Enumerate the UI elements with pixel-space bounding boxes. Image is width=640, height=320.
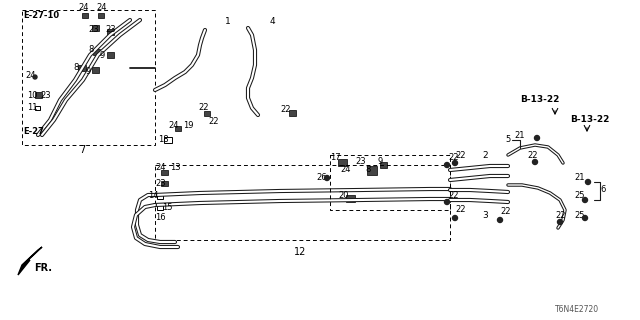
Bar: [161, 180, 168, 186]
Text: 3: 3: [482, 211, 488, 220]
Text: 21: 21: [514, 132, 525, 140]
Bar: [106, 29, 113, 35]
Text: 24: 24: [25, 70, 35, 79]
Bar: [106, 52, 113, 58]
Bar: [204, 110, 210, 116]
Text: 26: 26: [316, 173, 326, 182]
Bar: [82, 12, 88, 18]
Bar: [98, 12, 104, 18]
Bar: [78, 65, 86, 71]
Text: 11: 11: [27, 103, 38, 113]
Text: FR.: FR.: [34, 263, 52, 273]
Text: 22: 22: [448, 154, 458, 163]
Bar: [380, 162, 387, 168]
Text: 8: 8: [73, 63, 78, 73]
Text: 24: 24: [78, 4, 88, 12]
Circle shape: [586, 180, 591, 185]
Text: E-27-10: E-27-10: [23, 12, 59, 20]
Polygon shape: [18, 247, 42, 275]
Circle shape: [33, 75, 37, 79]
Text: 24: 24: [168, 122, 179, 131]
Text: 12: 12: [294, 247, 306, 257]
Circle shape: [582, 215, 588, 220]
Bar: [161, 170, 168, 174]
Text: 23: 23: [40, 91, 51, 100]
Text: 23: 23: [155, 179, 166, 188]
Bar: [35, 92, 42, 98]
Circle shape: [497, 218, 502, 222]
Text: 22: 22: [208, 117, 218, 126]
Bar: [93, 49, 99, 55]
Text: 14: 14: [148, 191, 159, 201]
Bar: [289, 110, 296, 116]
Text: B-13-22: B-13-22: [570, 116, 609, 124]
Text: 25: 25: [574, 190, 584, 199]
Bar: [92, 67, 99, 73]
Text: B-13-22: B-13-22: [520, 95, 560, 105]
Text: 16: 16: [155, 213, 166, 222]
Text: 18: 18: [158, 135, 168, 145]
Text: 13: 13: [170, 164, 180, 172]
Circle shape: [534, 135, 540, 140]
Text: 8: 8: [88, 45, 93, 54]
Text: 24: 24: [155, 164, 166, 172]
Text: 22: 22: [455, 150, 465, 159]
Text: 15: 15: [162, 203, 173, 212]
Circle shape: [445, 199, 449, 204]
Circle shape: [557, 220, 563, 225]
Text: 2: 2: [482, 150, 488, 159]
Bar: [175, 125, 181, 131]
Circle shape: [324, 175, 330, 180]
Text: 20: 20: [338, 190, 349, 199]
Text: 10: 10: [27, 91, 38, 100]
Text: 24: 24: [96, 4, 106, 12]
Text: 8: 8: [365, 165, 371, 174]
Text: 24: 24: [340, 165, 351, 174]
Text: 4: 4: [269, 18, 275, 27]
Circle shape: [532, 159, 538, 164]
Circle shape: [445, 163, 449, 167]
Text: 9: 9: [100, 51, 105, 60]
Text: 23: 23: [88, 26, 99, 35]
Circle shape: [452, 161, 458, 165]
Text: 19: 19: [183, 122, 193, 131]
Text: 22: 22: [500, 207, 511, 217]
Bar: [157, 194, 163, 198]
Bar: [157, 204, 163, 210]
Text: E-27: E-27: [23, 127, 44, 137]
Text: 22: 22: [555, 211, 566, 220]
Bar: [35, 106, 40, 110]
Text: 22: 22: [280, 106, 291, 115]
Text: 22: 22: [448, 190, 458, 199]
Text: 25: 25: [574, 211, 584, 220]
Circle shape: [452, 215, 458, 220]
Text: 22: 22: [455, 205, 465, 214]
Bar: [346, 195, 355, 202]
Text: 9: 9: [378, 157, 383, 166]
Text: 21: 21: [574, 173, 584, 182]
Text: 23: 23: [355, 157, 365, 166]
Text: 9: 9: [86, 67, 92, 76]
Bar: [367, 165, 377, 174]
Bar: [92, 25, 99, 31]
Bar: [164, 137, 172, 143]
Text: 1: 1: [225, 18, 231, 27]
Bar: [337, 158, 346, 165]
Text: 22: 22: [198, 103, 209, 113]
Text: 17: 17: [330, 154, 340, 163]
Circle shape: [582, 197, 588, 203]
Text: T6N4E2720: T6N4E2720: [555, 306, 599, 315]
Text: 7: 7: [79, 145, 85, 155]
Text: 6: 6: [600, 186, 605, 195]
Text: 22: 22: [527, 150, 538, 159]
Text: 5: 5: [505, 135, 510, 145]
Text: 23: 23: [105, 26, 116, 35]
